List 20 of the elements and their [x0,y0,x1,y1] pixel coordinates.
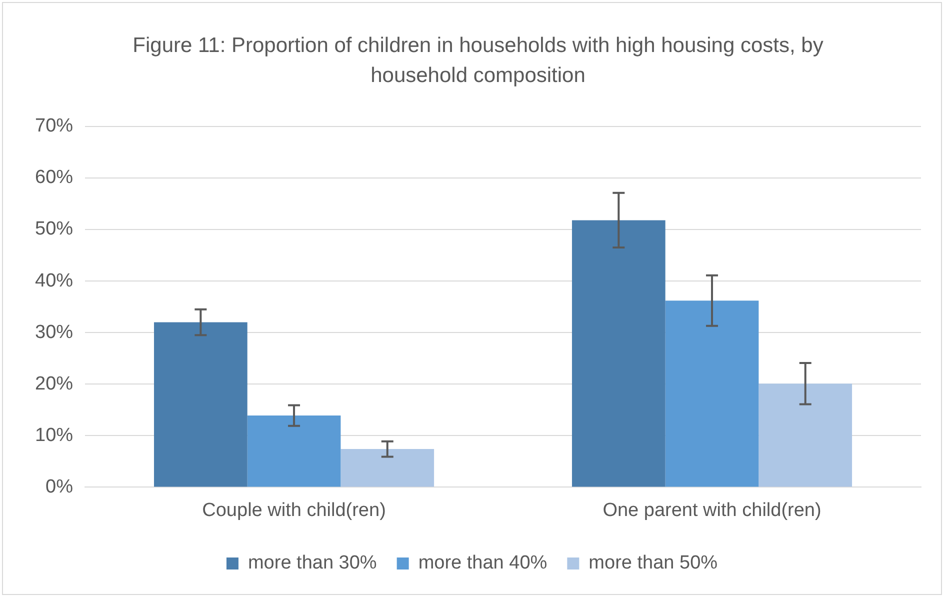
bar [340,449,434,487]
y-tick-label: 30% [34,322,74,343]
y-tick-label: 40% [34,270,74,292]
bar [247,416,341,487]
bar [154,322,248,487]
legend-label: more than 40% [418,552,548,574]
bar [572,220,666,487]
x-tick-label: One parent with child(ren) [602,500,822,521]
y-tick-label: 10% [34,424,74,446]
x-tick-label: Couple with child(ren) [202,500,386,521]
y-tick-label: 70% [34,116,74,137]
chart-title: Figure 11: Proportion of children in households with high housing costs, by household composition [132,33,824,89]
y-tick-label: 20% [34,373,74,394]
legend-label: more than 50% [588,552,718,574]
bar [758,384,852,487]
legend-label: more than 30% [248,552,377,574]
y-tick-label: 0% [46,476,74,498]
bar [665,300,759,487]
y-tick-label: 50% [34,218,74,240]
y-tick-label: 60% [34,167,74,188]
